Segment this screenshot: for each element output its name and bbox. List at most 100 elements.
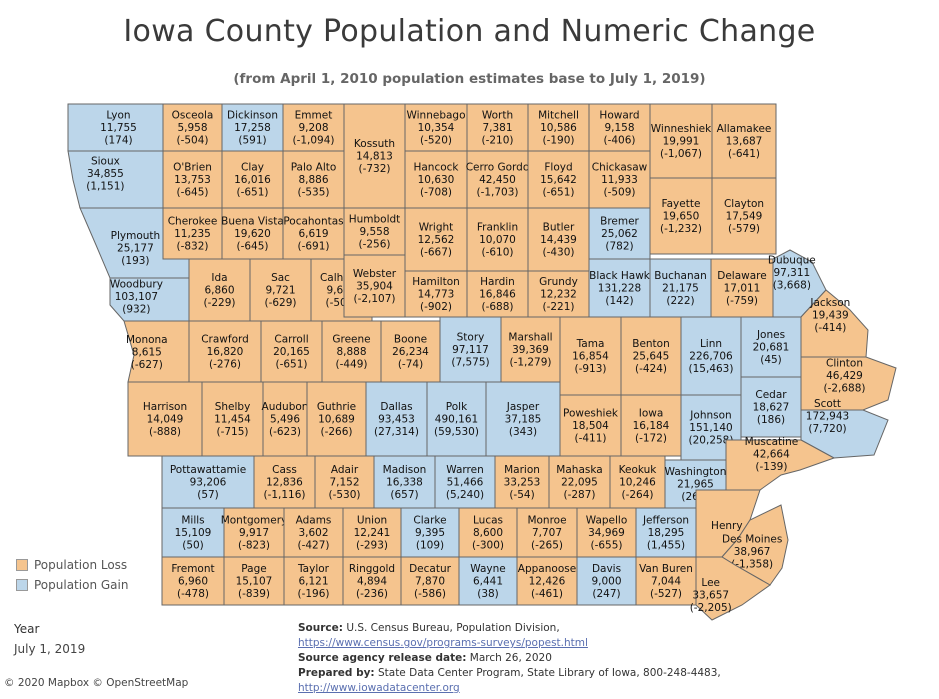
county-shape-palo-alto[interactable] <box>282 150 345 209</box>
county-shape-polk[interactable] <box>426 381 487 457</box>
county-shape-jasper[interactable] <box>485 381 561 457</box>
county-shape-mahaska[interactable] <box>548 455 611 509</box>
county-shape-howard[interactable] <box>588 103 651 152</box>
county-shape-montgomery[interactable] <box>223 507 285 558</box>
census-link[interactable]: https://www.census.gov/programs-surveys/… <box>298 637 588 649</box>
county-shape-winneshiek[interactable] <box>649 103 713 179</box>
county-shape-hancock[interactable] <box>404 150 468 209</box>
county-shape-warren[interactable] <box>434 455 496 509</box>
county-shape-davis[interactable] <box>576 556 637 606</box>
county-shape-poweshiek[interactable] <box>559 394 622 457</box>
year-filter[interactable]: Year July 1, 2019 <box>14 622 85 656</box>
county-shape-webster[interactable] <box>343 254 406 318</box>
county-shape-adams[interactable] <box>283 507 344 558</box>
legend-item-gain[interactable]: Population Gain <box>16 575 128 595</box>
county-shape-jefferson[interactable] <box>635 507 697 558</box>
county-shape-worth[interactable] <box>466 103 529 152</box>
county-shape-story[interactable] <box>439 316 502 383</box>
year-filter-value[interactable]: July 1, 2019 <box>14 642 86 656</box>
legend-item-loss[interactable]: Population Loss <box>16 555 128 575</box>
county-shape-fremont[interactable] <box>161 556 225 606</box>
county-shape-lucas[interactable] <box>458 507 518 558</box>
county-shape-greene[interactable] <box>321 320 382 383</box>
datacenter-link[interactable]: http://www.iowadatacenter.org <box>298 682 460 694</box>
county-shape-madison[interactable] <box>373 455 436 509</box>
county-shape-dallas[interactable] <box>365 381 428 457</box>
county-shape-cherokee[interactable] <box>162 207 223 260</box>
county-shape-humboldt[interactable] <box>343 207 406 256</box>
county-shape-van-buren[interactable] <box>635 556 697 606</box>
county-shape-lee[interactable] <box>695 556 771 621</box>
county-shape-chickasaw[interactable] <box>588 150 651 209</box>
county-shape-marion[interactable] <box>494 455 550 509</box>
county-shape-harrison[interactable] <box>127 381 203 457</box>
county-shape-appanoose[interactable] <box>516 556 578 606</box>
county-shape-ringgold[interactable] <box>342 556 402 606</box>
county-shape-wapello[interactable] <box>576 507 637 558</box>
county-shape-wayne[interactable] <box>458 556 518 606</box>
county-shape-butler[interactable] <box>527 207 590 272</box>
county-shape-floyd[interactable] <box>527 150 590 209</box>
county-shape-fayette[interactable] <box>649 177 713 255</box>
county-shape-jones[interactable] <box>740 316 802 378</box>
county-shape-union[interactable] <box>342 507 402 558</box>
county-shape-allamakee[interactable] <box>711 103 777 179</box>
county-shape-page[interactable] <box>223 556 285 606</box>
county-shape-linn[interactable] <box>680 316 742 396</box>
